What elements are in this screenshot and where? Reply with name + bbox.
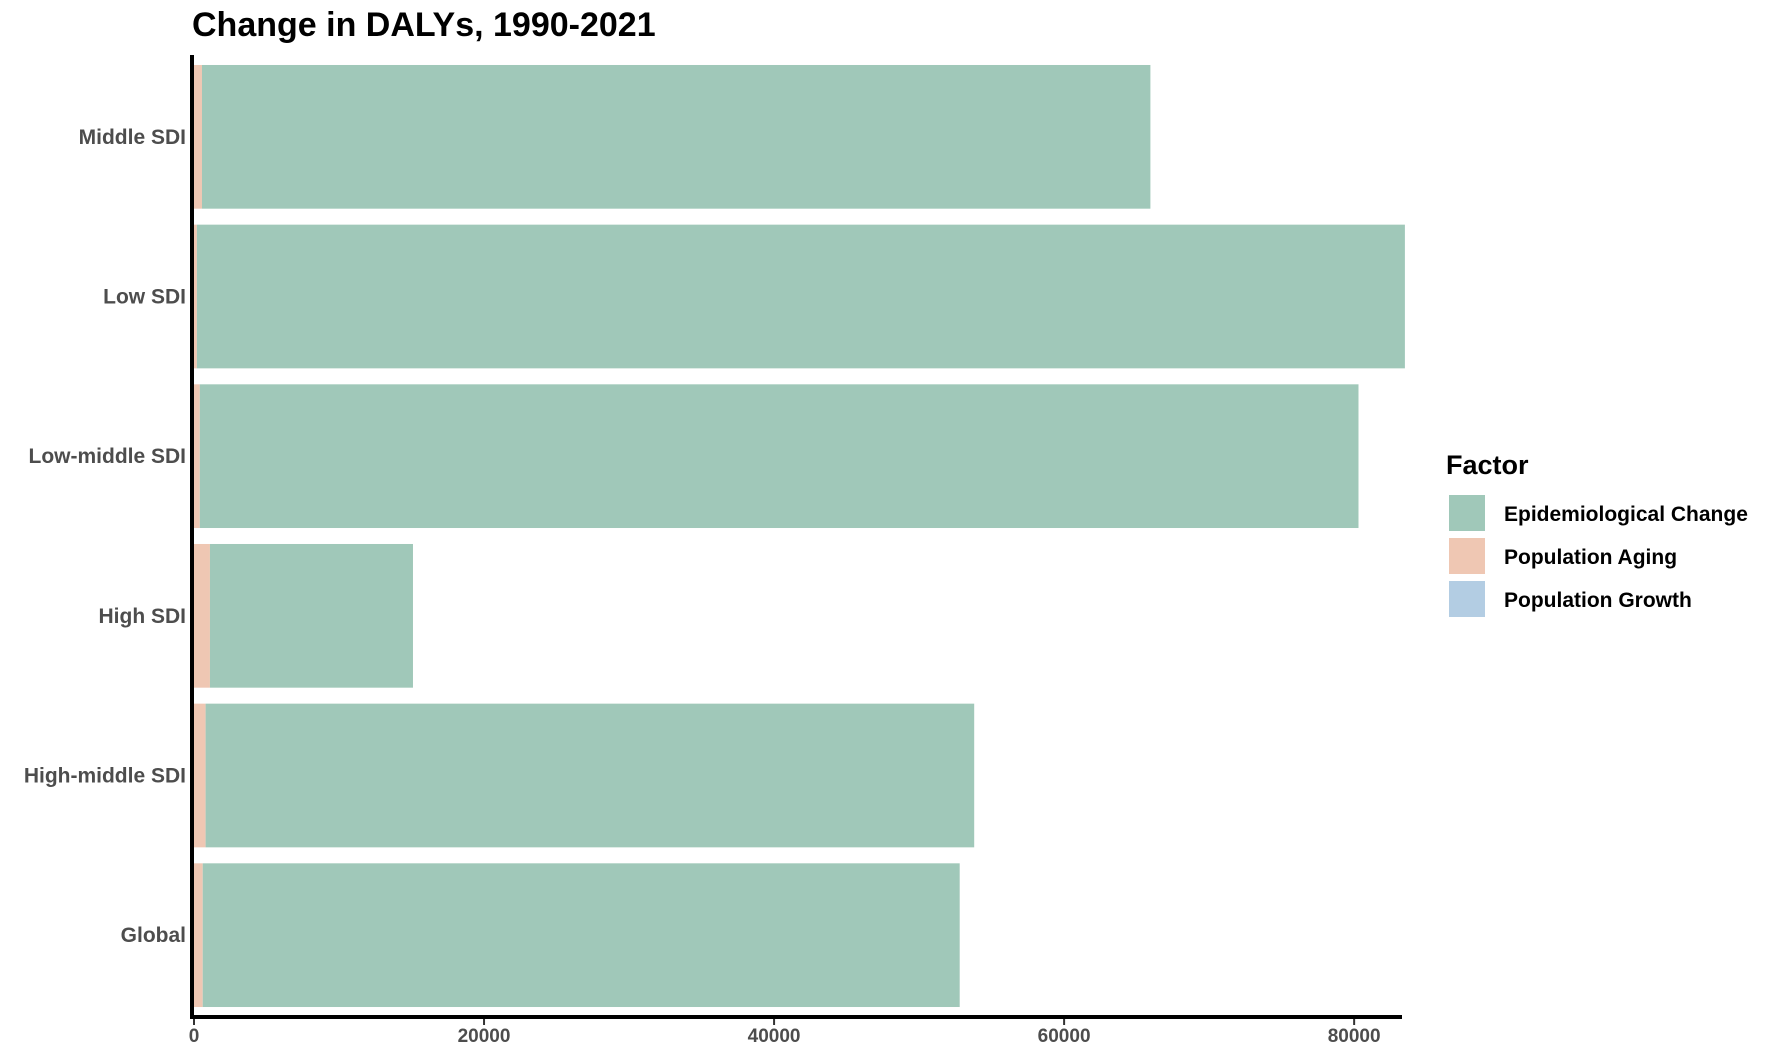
bar-global-population-aging	[194, 863, 203, 1008]
bar-global-epidemiological-change	[202, 863, 960, 1008]
x-tick-label-0: 0	[189, 1026, 200, 1047]
bar-low-sdi-population-aging	[194, 224, 197, 369]
bar-low-middle-sdi-population-aging	[194, 384, 200, 529]
bar-high-sdi-epidemiological-change	[209, 543, 413, 688]
category-label-low-middle-sdi: Low-middle SDI	[29, 445, 187, 468]
bar-high-middle-sdi-epidemiological-change	[205, 703, 975, 848]
x-tick-label-60000: 60000	[1038, 1026, 1091, 1047]
legend-key-population-growth	[1447, 579, 1487, 619]
category-label-high-middle-sdi: High-middle SDI	[24, 765, 186, 788]
bar-high-sdi-population-aging	[194, 543, 210, 688]
bar-low-sdi-epidemiological-change	[196, 224, 1405, 369]
category-label-low-sdi: Low SDI	[103, 286, 186, 309]
category-label-high-sdi: High SDI	[99, 605, 187, 628]
bar-middle-sdi-epidemiological-change	[201, 64, 1151, 209]
x-tick-label-80000: 80000	[1328, 1026, 1381, 1047]
legend-label-population-growth: Population Growth	[1504, 589, 1692, 612]
x-tick-label-40000: 40000	[748, 1026, 801, 1047]
legend-key-population-aging	[1447, 536, 1487, 576]
category-label-global: Global	[121, 924, 186, 947]
legend: Factor Epidemiological Change Population …	[1446, 450, 1748, 619]
legend-label-epidemiological-change: Epidemiological Change	[1504, 503, 1748, 526]
bars-group	[194, 64, 1405, 1008]
bar-low-middle-sdi-epidemiological-change	[199, 384, 1359, 529]
legend-key-epidemiological-change	[1447, 493, 1487, 533]
bar-middle-sdi-population-aging	[194, 64, 202, 209]
x-tick-label-20000: 20000	[458, 1026, 511, 1047]
legend-label-population-aging: Population Aging	[1504, 546, 1677, 569]
x-ticks: 0 20000 40000 60000 80000	[189, 1019, 1381, 1047]
bar-high-middle-sdi-population-aging	[194, 703, 206, 848]
category-label-middle-sdi: Middle SDI	[79, 126, 186, 149]
legend-title: Factor	[1446, 450, 1529, 480]
axes	[190, 55, 1402, 1019]
category-labels: Global High-middle SDI High SDI Low-middle …	[24, 126, 186, 947]
chart-title: Change in DALYs, 1990-2021	[192, 6, 656, 44]
